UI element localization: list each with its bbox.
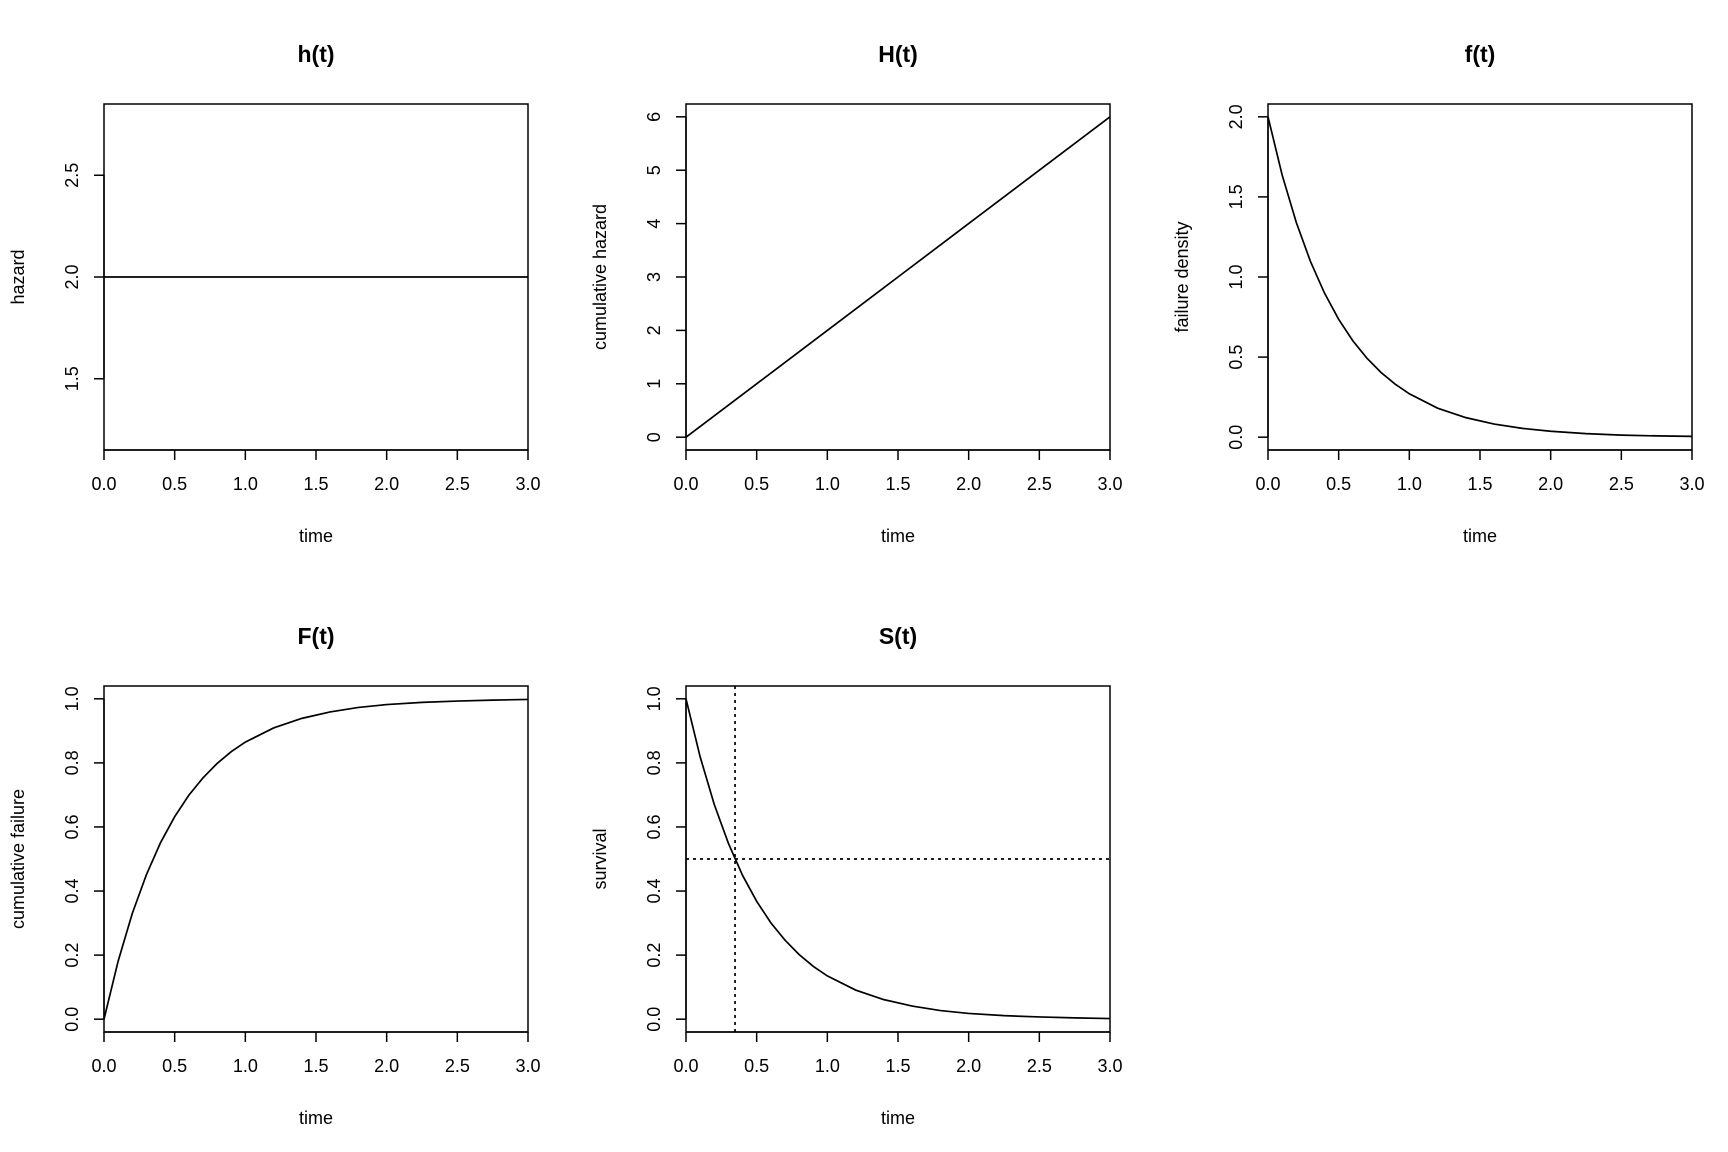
- chart-4-x-tick-label: 3.0: [515, 1056, 540, 1076]
- chart-1-x-tick-label: 2.0: [374, 474, 399, 494]
- chart-1: h(t) 0.0 0.5 1.0 1.5 2.0 2.5 3.0 1.5 2.0 2.5 time ha…: [8, 41, 541, 546]
- chart-4-y-tick-label: 0.2: [62, 943, 82, 968]
- chart-3: f(t) 0.0 0.5 1.0 1.5 2.0 2.5 3.0 0.0 0.5 1.0 1.5 2.0…: [1172, 41, 1705, 546]
- chart-2-x-tick-label: 3.0: [1097, 474, 1122, 494]
- chart-5-y-tick-label: 0.6: [644, 814, 664, 839]
- chart-2-y-tick-label: 1: [644, 379, 664, 389]
- chart-5-series-line-1: [685, 698, 1111, 1020]
- chart-2-x-tick-label: 0.0: [673, 474, 698, 494]
- chart-3-y-tick-label: 1.5: [1226, 184, 1246, 209]
- chart-2-title: H(t): [878, 41, 918, 67]
- chart-3-y-tick-label: 1.0: [1226, 264, 1246, 289]
- chart-2-y-tick-label: 4: [644, 219, 664, 229]
- chart-3-title: f(t): [1465, 41, 1496, 67]
- chart-4-x-tick-label: 2.0: [374, 1056, 399, 1076]
- chart-2-x-tick-label: 2.5: [1027, 474, 1052, 494]
- chart-1-x-tick-label: 0.5: [162, 474, 187, 494]
- chart-5-x-tick-label: 0.5: [744, 1056, 769, 1076]
- chart-4-x-tick-label: 1.5: [303, 1056, 328, 1076]
- chart-2-x-tick-label: 1.5: [885, 474, 910, 494]
- chart-2-x-axis-label: time: [881, 526, 915, 546]
- chart-4-title: F(t): [297, 623, 334, 649]
- chart-4-y-axis-label: cumulative failure: [8, 789, 28, 929]
- chart-2-y-axis-label: cumulative hazard: [590, 204, 610, 350]
- chart-3-x-tick-label: 2.0: [1538, 474, 1563, 494]
- chart-4-y-tick-label: 1.0: [62, 686, 82, 711]
- chart-2-series-line-1: [685, 116, 1111, 438]
- chart-2-x-tick-label: 1.0: [815, 474, 840, 494]
- chart-1-x-axis-label: time: [299, 526, 333, 546]
- chart-5-y-tick-label: 1.0: [644, 686, 664, 711]
- chart-2-y-tick-label: 0: [644, 432, 664, 442]
- chart-4-x-tick-label: 1.0: [233, 1056, 258, 1076]
- chart-5-x-tick-label: 2.5: [1027, 1056, 1052, 1076]
- chart-3-x-tick-label: 1.5: [1467, 474, 1492, 494]
- chart-5-y-axis-label: survival: [590, 828, 610, 889]
- chart-3-y-tick-label: 2.0: [1226, 104, 1246, 129]
- chart-5-x-tick-label: 0.0: [673, 1056, 698, 1076]
- chart-4-x-tick-label: 0.0: [91, 1056, 116, 1076]
- chart-3-y-tick-label: 0.0: [1226, 425, 1246, 450]
- chart-3-x-tick-label: 2.5: [1609, 474, 1634, 494]
- chart-1-y-tick-label: 2.5: [62, 163, 82, 188]
- chart-1-x-tick-label: 1.5: [303, 474, 328, 494]
- chart-4-series-line-1: [103, 698, 529, 1020]
- chart-2-x-tick-label: 0.5: [744, 474, 769, 494]
- chart-4-plot-frame: [103, 685, 529, 1033]
- chart-2-y-tick-label: 2: [644, 325, 664, 335]
- chart-3-y-tick-label: 0.5: [1226, 345, 1246, 370]
- chart-1-x-tick-label: 2.5: [445, 474, 470, 494]
- chart-1-x-tick-label: 3.0: [515, 474, 540, 494]
- chart-3-plot-frame: [1267, 103, 1693, 451]
- chart-4-x-axis-label: time: [299, 1108, 333, 1128]
- chart-1-y-tick-label: 2.0: [62, 264, 82, 289]
- chart-1-x-tick-label: 1.0: [233, 474, 258, 494]
- chart-5-x-tick-label: 1.0: [815, 1056, 840, 1076]
- chart-4-y-tick-label: 0.8: [62, 750, 82, 775]
- chart-4-y-tick-label: 0.0: [62, 1007, 82, 1032]
- chart-5-x-tick-label: 2.0: [956, 1056, 981, 1076]
- chart-5: S(t) 0.0 0.5 1.0 1.5 2.0 2.5 3.0 0.0 0.2 0.4 0.6 0.8…: [590, 623, 1123, 1128]
- chart-3-x-axis-label: time: [1463, 526, 1497, 546]
- chart-3-series-line-1: [1267, 116, 1693, 438]
- chart-4-y-tick-label: 0.4: [62, 879, 82, 904]
- chart-3-x-tick-label: 0.5: [1326, 474, 1351, 494]
- chart-5-x-tick-label: 1.5: [885, 1056, 910, 1076]
- chart-2-y-tick-label: 3: [644, 272, 664, 282]
- chart-5-x-axis-label: time: [881, 1108, 915, 1128]
- chart-2: H(t) 0.0 0.5 1.0 1.5 2.0 2.5 3.0 0 1 2 3 4 5 6 time cumu…: [590, 41, 1123, 546]
- chart-4-x-tick-label: 0.5: [162, 1056, 187, 1076]
- chart-4-x-tick-label: 2.5: [445, 1056, 470, 1076]
- chart-2-y-tick-label: 6: [644, 112, 664, 122]
- chart-4-y-tick-label: 0.6: [62, 814, 82, 839]
- chart-5-title: S(t): [879, 623, 917, 649]
- chart-1-title: h(t): [297, 41, 334, 67]
- chart-2-y-tick-label: 5: [644, 165, 664, 175]
- chart-2-x-tick-label: 2.0: [956, 474, 981, 494]
- chart-5-y-tick-label: 0.0: [644, 1007, 664, 1032]
- chart-3-x-tick-label: 1.0: [1397, 474, 1422, 494]
- chart-1-x-tick-label: 0.0: [91, 474, 116, 494]
- chart-5-y-tick-label: 0.4: [644, 879, 664, 904]
- chart-3-x-tick-label: 0.0: [1255, 474, 1280, 494]
- chart-5-x-tick-label: 3.0: [1097, 1056, 1122, 1076]
- chart-3-x-tick-label: 3.0: [1679, 474, 1704, 494]
- chart-1-y-tick-label: 1.5: [62, 366, 82, 391]
- chart-4: F(t) 0.0 0.5 1.0 1.5 2.0 2.5 3.0 0.0 0.2 0.4 0.6 0.8…: [8, 623, 541, 1128]
- chart-5-y-tick-label: 0.2: [644, 943, 664, 968]
- chart-1-y-axis-label: hazard: [8, 249, 28, 304]
- chart-5-y-tick-label: 0.8: [644, 750, 664, 775]
- chart-3-y-axis-label: failure density: [1172, 221, 1192, 332]
